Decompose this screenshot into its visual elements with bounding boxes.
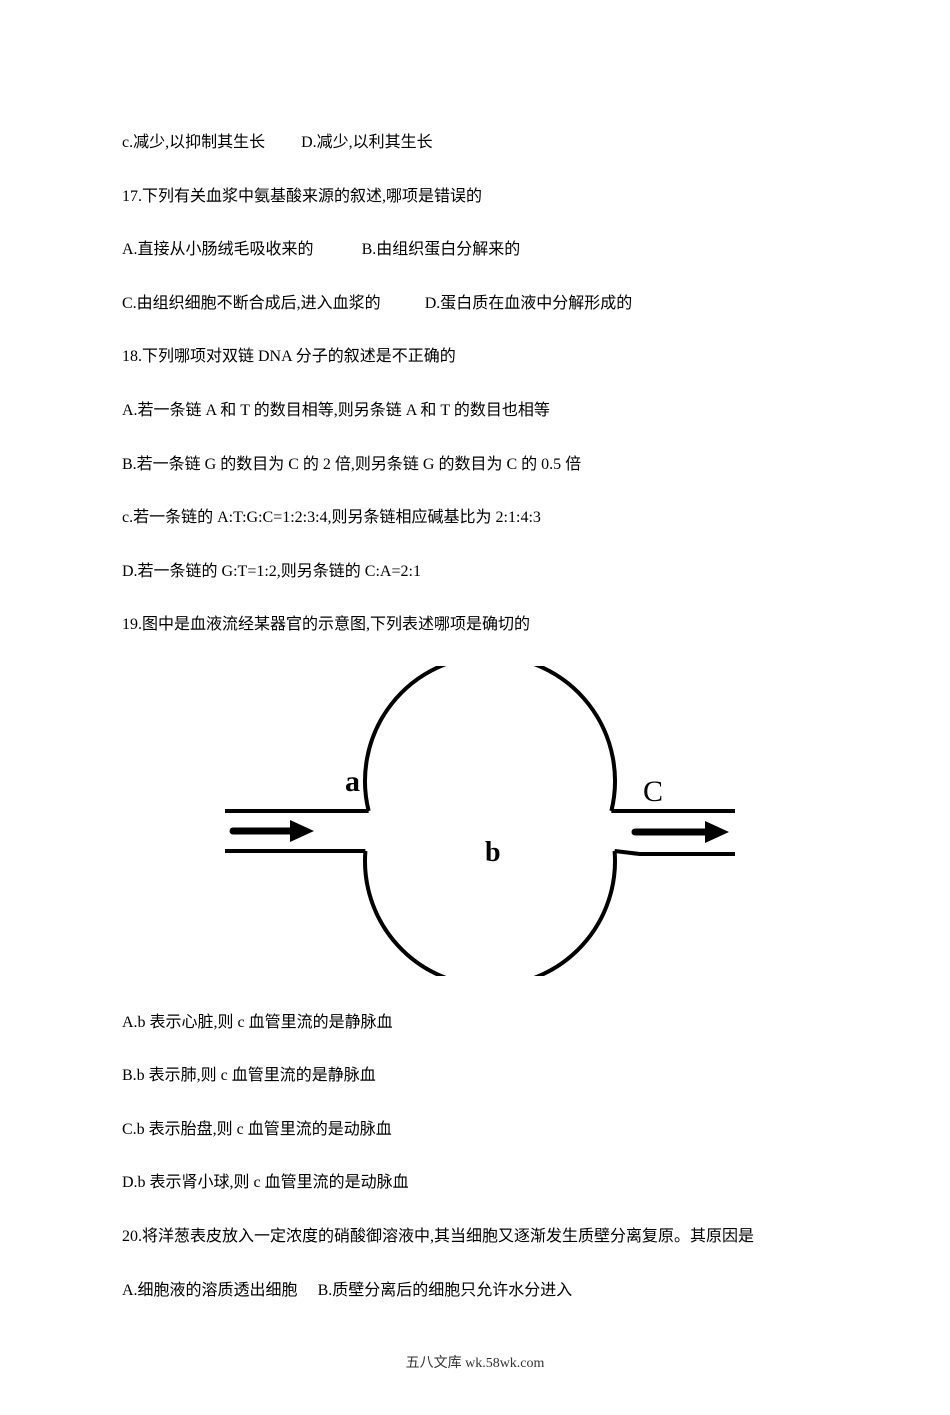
q19-opt-b: B.b 表示肺,则 c 血管里流的是静脉血 — [90, 1063, 860, 1089]
q19-opt-d: D.b 表示肾小球,则 c 血管里流的是动脉血 — [90, 1170, 860, 1196]
q16-options-cd: c.减少,以抑制其生长 D.减少,以利其生长 — [90, 130, 860, 156]
page-footer: 五八文库 wk.58wk.com — [90, 1353, 860, 1375]
q18-stem: 18.下列哪项对双链 DNA 分子的叙述是不正确的 — [90, 344, 860, 370]
svg-text:a: a — [345, 765, 360, 798]
q19-opt-a: A.b 表示心脏,则 c 血管里流的是静脉血 — [90, 1010, 860, 1036]
svg-text:C: C — [643, 775, 663, 808]
q20-opt-a: A.细胞液的溶质透出细胞 — [122, 1282, 298, 1299]
q17-opt-a: A.直接从小肠绒毛吸收来的 — [122, 241, 314, 258]
q19-stem: 19.图中是血液流经某器官的示意图,下列表述哪项是确切的 — [90, 612, 860, 638]
q16-opt-d: D.减少,以利其生长 — [301, 134, 433, 151]
q19-opt-c: C.b 表示胎盘,则 c 血管里流的是动脉血 — [90, 1117, 860, 1143]
q17-opt-b: B.由组织蛋白分解来的 — [362, 241, 521, 258]
q17-options-cd: C.由组织细胞不断合成后,进入血浆的 D.蛋白质在血液中分解形成的 — [90, 291, 860, 317]
q18-opt-b: B.若一条链 G 的数目为 C 的 2 倍,则另条链 G 的数目为 C 的 0.… — [90, 452, 860, 478]
q17-options-ab: A.直接从小肠绒毛吸收来的 B.由组织蛋白分解来的 — [90, 237, 860, 263]
q18-opt-a: A.若一条链 A 和 T 的数目相等,则另条链 A 和 T 的数目也相等 — [90, 398, 860, 424]
q20-opt-b: B.质壁分离后的细胞只允许水分进入 — [318, 1282, 573, 1299]
q18-opt-d: D.若一条链的 G:T=1:2,则另条链的 C:A=2:1 — [90, 559, 860, 585]
q17-opt-d: D.蛋白质在血液中分解形成的 — [425, 295, 633, 312]
q17-opt-c: C.由组织细胞不断合成后,进入血浆的 — [122, 295, 381, 312]
q16-opt-c: c.减少,以抑制其生长 — [122, 134, 265, 151]
svg-text:b: b — [485, 837, 501, 868]
q18-opt-c: c.若一条链的 A:T:G:C=1:2:3:4,则另条链相应碱基比为 2:1:4… — [90, 505, 860, 531]
q17-stem: 17.下列有关血浆中氨基酸来源的叙述,哪项是错误的 — [90, 184, 860, 210]
organ-flow-diagram: a b C — [215, 666, 735, 976]
q20-options-ab: A.细胞液的溶质透出细胞 B.质壁分离后的细胞只允许水分进入 — [90, 1278, 860, 1304]
q20-stem: 20.将洋葱表皮放入一定浓度的硝酸御溶液中,其当细胞又逐渐发生质壁分离复原。其原… — [90, 1224, 860, 1250]
q19-diagram: a b C — [90, 666, 860, 985]
